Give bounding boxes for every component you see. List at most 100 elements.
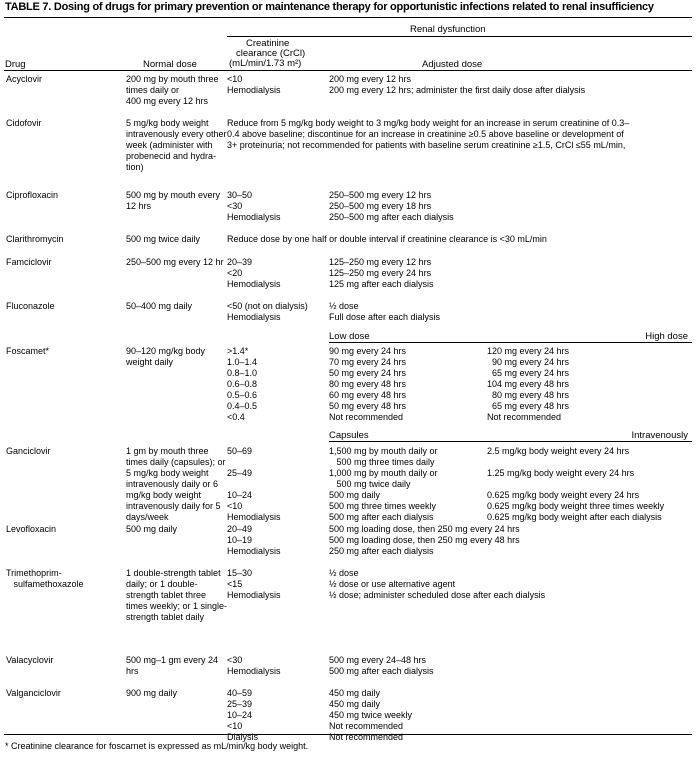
normal-line: 90–120 mg/kg body bbox=[126, 346, 206, 356]
adjusted-cell: 1,500 mg by mouth daily or 500 mg three … bbox=[329, 446, 438, 523]
adjusted-cell: ½ dose ½ dose or use alternative agent ½ d… bbox=[329, 568, 545, 601]
subheader-right: Intravenously bbox=[631, 430, 688, 441]
adjusted-cell: 500 mg every 24–48 hrs 500 mg after each … bbox=[329, 655, 434, 677]
high-line: 0.625 mg/kg body weight every 24 hrs bbox=[487, 490, 640, 500]
normal-line: strength tablet three bbox=[126, 590, 207, 600]
crcl-line bbox=[227, 457, 281, 468]
adjusted-cell: 450 mg daily 450 mg daily 450 mg twice wee… bbox=[329, 688, 412, 743]
crcl-line: Hemodialysis bbox=[227, 546, 281, 556]
adjusted-cell: ½ dose Full dose after each dialysis bbox=[329, 301, 440, 323]
normal-line: 500 mg–1 gm every 24 bbox=[126, 655, 219, 665]
crcl-cell: 20–39 <20 Hemodialysis bbox=[227, 257, 281, 290]
group-rule bbox=[227, 36, 692, 37]
adjusted-line: 250–500 mg every 12 hrs bbox=[329, 190, 432, 200]
drug-cell: Acyclovir bbox=[6, 74, 42, 85]
drug-line: Ganciclovir bbox=[6, 446, 51, 456]
normal-line: intravenously every other bbox=[126, 129, 227, 139]
normal-line: 500 mg by mouth every bbox=[126, 190, 221, 200]
crcl-line: Hemodialysis bbox=[227, 85, 281, 95]
adjusted-line: 250–500 mg after each dialysis bbox=[329, 212, 454, 222]
adjusted-cell: 200 mg every 12 hrs 200 mg every 12 hrs; … bbox=[329, 74, 585, 96]
normal-line: mg/kg body weight bbox=[126, 490, 202, 500]
normal-line: 5 mg/kg body weight bbox=[126, 468, 209, 478]
normal-line: strength tablet daily bbox=[126, 612, 205, 622]
drug-line: Clarithromycin bbox=[6, 234, 64, 244]
adjusted-line: 450 mg daily bbox=[329, 688, 381, 698]
span-line: 0.4 above baseline; discontinue for an i… bbox=[227, 129, 624, 139]
adjusted-line: 200 mg every 12 hrs; administer the firs… bbox=[329, 85, 586, 95]
normal-cell: 500 mg by mouth every 12 hrs bbox=[126, 190, 220, 212]
adjusted-line: Not recommended bbox=[329, 721, 404, 731]
normal-line: weight daily bbox=[126, 357, 174, 367]
drug-cell: Valganciclovir bbox=[6, 688, 61, 699]
adjusted-line: 500 mg every 24–48 hrs bbox=[329, 655, 427, 665]
adjusted-line: Not recommended bbox=[329, 412, 404, 422]
normal-cell: 500 mg daily bbox=[126, 524, 177, 535]
high-line bbox=[487, 479, 664, 490]
crcl-line: 25–49 bbox=[227, 468, 253, 478]
crcl-cell: <30 Hemodialysis bbox=[227, 655, 281, 677]
normal-line: 200 mg by mouth three bbox=[126, 74, 219, 84]
crcl-cell: 20–49 10–19 Hemodialysis bbox=[227, 524, 281, 557]
span-cell: Reduce dose by one half or double interv… bbox=[227, 234, 547, 245]
adjusted-line: 90 mg every 24 hrs bbox=[329, 346, 407, 356]
high-line: 120 mg every 24 hrs bbox=[487, 346, 570, 356]
footnote: * Creatinine clearance for foscarnet is … bbox=[5, 741, 309, 751]
crcl-line: 50–69 bbox=[227, 446, 253, 456]
normal-cell: 500 mg twice daily bbox=[126, 234, 200, 245]
normal-cell: 1 double-strength tablet daily; or 1 doub… bbox=[126, 568, 227, 623]
drug-line: Ciprofloxacin bbox=[6, 190, 59, 200]
crcl-line: 25–39 bbox=[227, 699, 253, 709]
crcl-line: 0.4–0.5 bbox=[227, 401, 258, 411]
high-line: 65 mg every 48 hrs bbox=[487, 401, 570, 411]
drug-cell: Levofloxacin bbox=[6, 524, 56, 535]
adjusted-line: Not recommended bbox=[329, 732, 404, 742]
adjusted-line: 500 mg three times weekly bbox=[329, 501, 437, 511]
drug-cell: Famciclovir bbox=[6, 257, 52, 268]
normal-line: times daily or bbox=[126, 85, 180, 95]
high-cell: 120 mg every 24 hrs 90 mg every 24 hrs 6… bbox=[487, 346, 569, 423]
adjusted-line: 500 mg after each dialysis bbox=[329, 666, 434, 676]
adjusted-line: 50 mg every 48 hrs bbox=[329, 401, 407, 411]
drug-cell: Ciprofloxacin bbox=[6, 190, 58, 201]
crcl-line: 10–24 bbox=[227, 490, 253, 500]
high-line: 1.25 mg/kg body weight every 24 hrs bbox=[487, 468, 635, 478]
crcl-line: 30–50 bbox=[227, 190, 253, 200]
adjusted-line: 500 mg after each dialysis bbox=[329, 512, 434, 522]
normal-line: probenecid and hydra- bbox=[126, 151, 217, 161]
normal-cell: 250–500 mg every 12 hr bbox=[126, 257, 224, 268]
crcl-line: <10 bbox=[227, 74, 243, 84]
bottom-rule bbox=[4, 734, 692, 735]
crcl-line: <50 (not on dialysis) bbox=[227, 301, 308, 311]
high-line: 65 mg every 24 hrs bbox=[487, 368, 570, 378]
subheader-rule bbox=[329, 441, 692, 442]
drug-line: Fluconazole bbox=[6, 301, 55, 311]
high-line: 0.625 mg/kg body weight three times week… bbox=[487, 501, 665, 511]
normal-cell: 200 mg by mouth three times daily or 400 m… bbox=[126, 74, 219, 107]
drug-cell: Valacyclovir bbox=[6, 655, 53, 666]
adjusted-line: 450 mg twice weekly bbox=[329, 710, 413, 720]
title-rule bbox=[4, 17, 692, 18]
normal-cell: 90–120 mg/kg body weight daily bbox=[126, 346, 205, 368]
adjusted-cell: 250–500 mg every 12 hrs 250–500 mg every … bbox=[329, 190, 454, 223]
adjusted-line: 1,500 mg by mouth daily or bbox=[329, 446, 438, 456]
high-line bbox=[487, 457, 664, 468]
crcl-line: 1.0–1.4 bbox=[227, 357, 258, 367]
normal-line: 250–500 mg every 12 hr bbox=[126, 257, 224, 267]
header-rule bbox=[4, 70, 692, 71]
crcl-line: Hemodialysis bbox=[227, 279, 281, 289]
crcl-line: Dialysis bbox=[227, 732, 259, 742]
normal-cell: 500 mg–1 gm every 24 hrs bbox=[126, 655, 218, 677]
subheader-left: Low dose bbox=[329, 331, 370, 342]
crcl-header-line-3: (mL/min/1.73 m²) bbox=[229, 58, 302, 69]
crcl-cell: >1.4* 1.0–1.4 0.8–1.0 0.6–0.8 0.5–0.6 0.4–0.5… bbox=[227, 346, 257, 423]
adjusted-cell: 90 mg every 24 hrs 70 mg every 24 hrs 50 m… bbox=[329, 346, 406, 423]
crcl-line: 10–19 bbox=[227, 535, 253, 545]
crcl-line: 0.6–0.8 bbox=[227, 379, 258, 389]
drug-line: Valacyclovir bbox=[6, 655, 54, 665]
normal-cell: 1 gm by mouth three times daily (capsules… bbox=[126, 446, 226, 523]
crcl-cell: 30–50 <30 Hemodialysis bbox=[227, 190, 281, 223]
crcl-line: 20–39 bbox=[227, 257, 253, 267]
drug-line: Cidofovir bbox=[6, 118, 42, 128]
high-line: 0.625 mg/kg body weight after each dialy… bbox=[487, 512, 662, 522]
